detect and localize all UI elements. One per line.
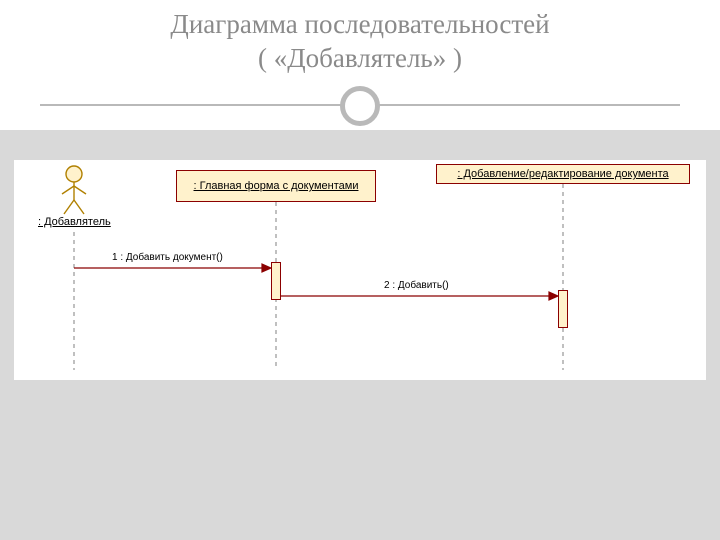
ring-ornament-icon bbox=[340, 86, 380, 126]
activation-dialog bbox=[558, 290, 568, 328]
title-line-2: ( «Добавлятель» ) bbox=[258, 43, 462, 73]
title-line-1: Диаграмма последовательностей bbox=[170, 9, 549, 39]
participant-main-form-label: : Главная форма с документами bbox=[194, 180, 359, 192]
slide-title: Диаграмма последовательностей ( «Добавля… bbox=[0, 8, 720, 76]
participant-add-edit-dialog: : Добавление/редактирование документа bbox=[436, 164, 690, 184]
message-2-label: 2 : Добавить() bbox=[384, 280, 449, 291]
message-1-arrow bbox=[74, 264, 271, 272]
sequence-diagram: : Добавлятель : Главная форма с документ… bbox=[14, 160, 706, 380]
actor-label: : Добавлятель bbox=[38, 216, 111, 228]
activation-form bbox=[271, 262, 281, 300]
actor-icon bbox=[62, 166, 86, 214]
participant-main-form: : Главная форма с документами bbox=[176, 170, 376, 202]
participant-add-edit-dialog-label: : Добавление/редактирование документа bbox=[457, 168, 668, 180]
message-2-arrow bbox=[281, 292, 558, 300]
message-1-label: 1 : Добавить документ() bbox=[112, 252, 223, 263]
